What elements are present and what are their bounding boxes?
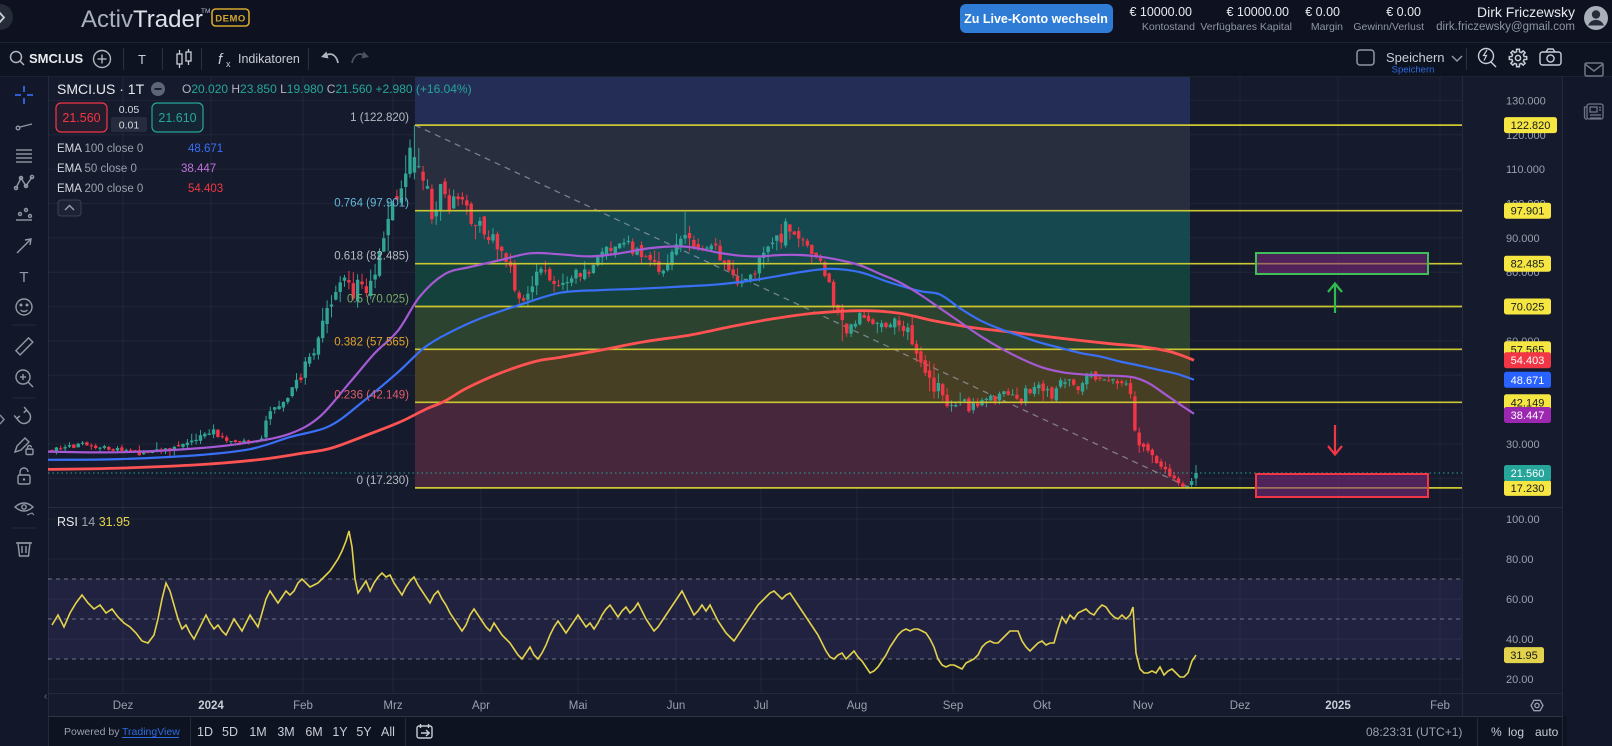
svg-text:‹: ‹ xyxy=(44,691,47,702)
svg-text:130.000: 130.000 xyxy=(1506,95,1546,107)
svg-text:DEMO: DEMO xyxy=(215,14,246,25)
svg-text:auto: auto xyxy=(1535,725,1559,739)
svg-text:31.95: 31.95 xyxy=(1510,650,1538,662)
svg-text:SMCI.US: SMCI.US xyxy=(29,51,84,66)
svg-text:6M: 6M xyxy=(305,725,322,739)
svg-text:Jun: Jun xyxy=(667,700,686,712)
svg-text:3M: 3M xyxy=(277,725,294,739)
svg-text:f: f xyxy=(218,51,224,68)
svg-text:0.764 (97.901): 0.764 (97.901) xyxy=(334,198,409,210)
svg-text:5D: 5D xyxy=(222,725,238,739)
svg-text:€ 0.00: € 0.00 xyxy=(1386,5,1421,19)
svg-text:0.236 (42.149): 0.236 (42.149) xyxy=(334,389,409,401)
svg-text:110.000: 110.000 xyxy=(1506,164,1545,176)
svg-text:Feb: Feb xyxy=(1430,700,1450,712)
svg-text:42.149: 42.149 xyxy=(1511,397,1545,409)
svg-text:Indikatoren: Indikatoren xyxy=(238,52,300,66)
svg-text:48.671: 48.671 xyxy=(1511,375,1545,387)
svg-text:1Y: 1Y xyxy=(332,725,348,739)
svg-text:30.000: 30.000 xyxy=(1506,439,1540,451)
svg-text:21.560: 21.560 xyxy=(1511,468,1545,480)
svg-text:Mrz: Mrz xyxy=(383,700,402,712)
svg-text:97.901: 97.901 xyxy=(1511,206,1545,218)
svg-text:21.610: 21.610 xyxy=(158,111,196,125)
svg-text:TM: TM xyxy=(201,8,210,15)
svg-text:All: All xyxy=(381,725,395,739)
svg-text:€ 0.00: € 0.00 xyxy=(1305,5,1340,19)
svg-text:0.618 (82.485): 0.618 (82.485) xyxy=(334,251,409,263)
svg-text:dirk.friczewsky@gmail.com: dirk.friczewsky@gmail.com xyxy=(1436,21,1575,33)
svg-text:82.485: 82.485 xyxy=(1511,259,1545,271)
svg-text:38.447: 38.447 xyxy=(181,163,216,175)
svg-text:2025: 2025 xyxy=(1325,700,1351,712)
svg-text:Speichern: Speichern xyxy=(1392,65,1435,76)
svg-text:Okt: Okt xyxy=(1033,700,1052,712)
svg-text:TradingView: TradingView xyxy=(122,726,180,738)
svg-text:1D: 1D xyxy=(197,725,213,739)
svg-text:Zu Live-Konto wechseln: Zu Live-Konto wechseln xyxy=(964,12,1108,26)
svg-text:Powered by: Powered by xyxy=(64,726,120,738)
svg-text:Jul: Jul xyxy=(754,700,769,712)
svg-text:Dez: Dez xyxy=(1230,700,1251,712)
svg-text:54.403: 54.403 xyxy=(1511,355,1545,367)
svg-text:Verfügbares Kapital: Verfügbares Kapital xyxy=(1200,21,1292,33)
svg-text:0.01: 0.01 xyxy=(119,120,140,132)
svg-text:122.820: 122.820 xyxy=(1511,120,1551,132)
svg-text:2024: 2024 xyxy=(198,700,224,712)
svg-text:Margin: Margin xyxy=(1311,21,1343,33)
svg-text:Feb: Feb xyxy=(293,700,313,712)
svg-text:Speichern: Speichern xyxy=(1386,50,1445,65)
svg-text:Gewinn/Verlust: Gewinn/Verlust xyxy=(1353,21,1424,33)
svg-text:€ 10000.00: € 10000.00 xyxy=(1129,5,1192,19)
svg-text:38.447: 38.447 xyxy=(1511,410,1545,422)
svg-text:Nov: Nov xyxy=(1133,700,1154,712)
svg-text:Kontostand: Kontostand xyxy=(1142,21,1195,33)
svg-text:5Y: 5Y xyxy=(356,725,372,739)
svg-text:60.00: 60.00 xyxy=(1506,594,1534,606)
svg-text:T: T xyxy=(19,269,28,286)
svg-text:Sep: Sep xyxy=(943,700,963,712)
svg-text:1M: 1M xyxy=(249,725,266,739)
svg-text:20.00: 20.00 xyxy=(1506,674,1534,686)
svg-text:EMA 50 close 0: EMA 50 close 0 xyxy=(57,163,137,175)
svg-text:0 (17.230): 0 (17.230) xyxy=(357,475,410,487)
svg-text:O20.020 H23.850 L19.980 C21.56: O20.020 H23.850 L19.980 C21.560 +2.980 (… xyxy=(182,82,472,96)
svg-text:90.000: 90.000 xyxy=(1506,233,1540,245)
svg-text:Dirk Friczewsky: Dirk Friczewsky xyxy=(1477,4,1575,20)
svg-text:EMA 200 close 0: EMA 200 close 0 xyxy=(57,183,143,195)
svg-text:80.00: 80.00 xyxy=(1506,554,1534,566)
svg-text:0.5 (70.025): 0.5 (70.025) xyxy=(347,294,409,306)
svg-text:70.025: 70.025 xyxy=(1511,302,1545,314)
svg-text:ActivTrader: ActivTrader xyxy=(81,6,203,33)
svg-text:%: % xyxy=(1491,725,1502,739)
svg-text:€ 10000.00: € 10000.00 xyxy=(1226,5,1289,19)
svg-text:log: log xyxy=(1508,725,1524,739)
svg-text:0.05: 0.05 xyxy=(119,104,140,116)
svg-text:40.00: 40.00 xyxy=(1506,634,1534,646)
svg-text:0.382 (57.565): 0.382 (57.565) xyxy=(334,336,409,348)
svg-text:Aug: Aug xyxy=(847,700,867,712)
svg-text:08:23:31 (UTC+1): 08:23:31 (UTC+1) xyxy=(1366,725,1462,739)
svg-text:54.403: 54.403 xyxy=(188,183,223,195)
svg-text:1 (122.820): 1 (122.820) xyxy=(350,112,409,124)
svg-text:Dez: Dez xyxy=(113,700,134,712)
svg-text:RSI 14 31.95: RSI 14 31.95 xyxy=(57,515,130,529)
svg-text:Apr: Apr xyxy=(472,700,490,712)
svg-text:T: T xyxy=(138,52,146,67)
svg-text:EMA 100 close 0: EMA 100 close 0 xyxy=(57,143,143,155)
svg-text:17.230: 17.230 xyxy=(1511,483,1545,495)
svg-text:Mai: Mai xyxy=(569,700,588,712)
svg-text:48.671: 48.671 xyxy=(188,143,223,155)
svg-text:x: x xyxy=(226,59,231,69)
svg-text:SMCI.US · 1T: SMCI.US · 1T xyxy=(57,81,145,97)
svg-text:21.560: 21.560 xyxy=(62,111,100,125)
svg-text:100.00: 100.00 xyxy=(1506,514,1540,526)
